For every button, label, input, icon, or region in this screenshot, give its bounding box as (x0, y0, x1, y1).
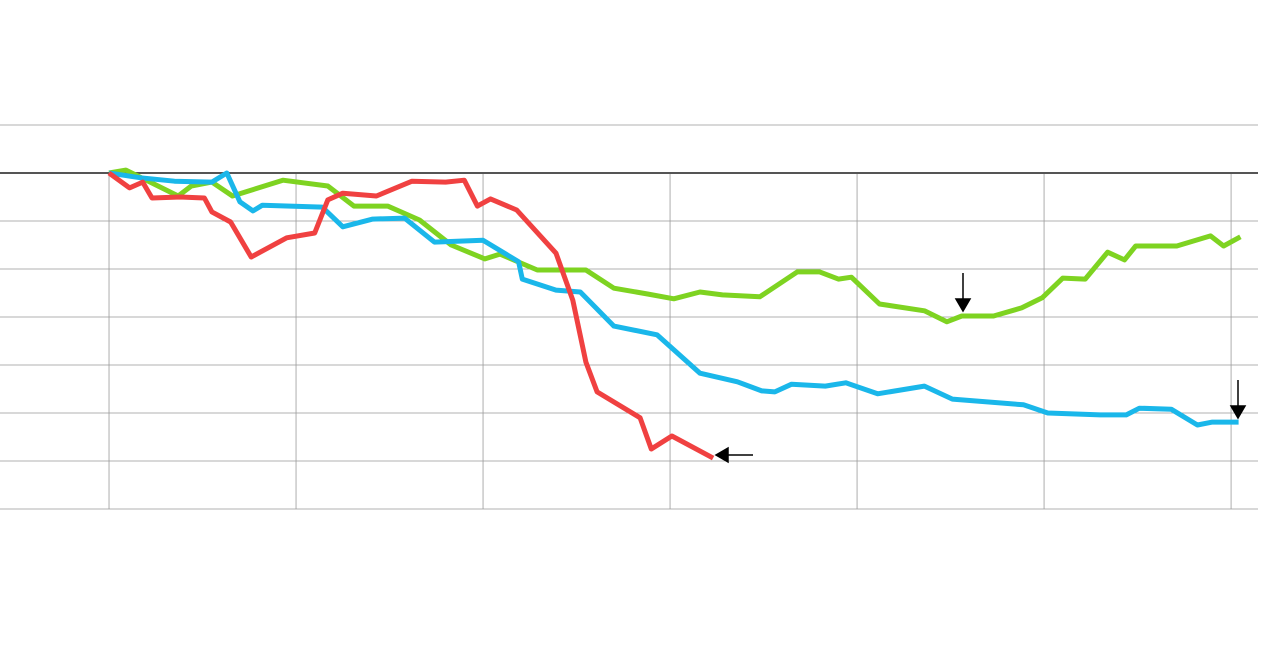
arrow-head (1229, 405, 1247, 420)
grid (0, 124, 1258, 510)
arrow-head (954, 298, 972, 313)
lines (107, 167, 1242, 461)
annotations (714, 273, 1247, 464)
series-line (108, 170, 1239, 428)
series-line (108, 167, 1242, 325)
arrow-head (714, 446, 729, 464)
series-line (107, 170, 715, 461)
